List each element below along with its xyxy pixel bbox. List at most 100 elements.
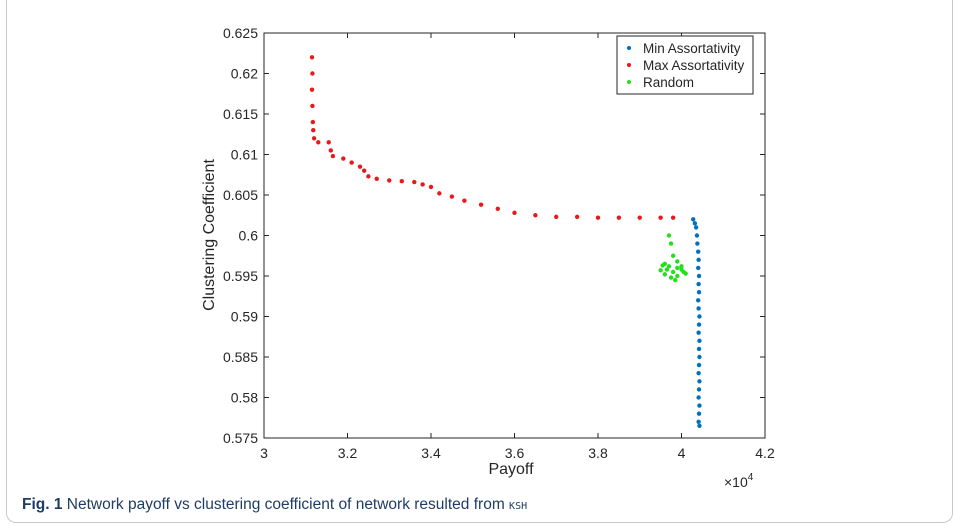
data-point — [693, 225, 699, 230]
data-point — [675, 273, 680, 279]
y-tick-label: 0.61 — [231, 147, 258, 163]
y-axis-ticks: 0.575 0.58 0.585 0.59 0.595 0.6 0.605 0.61 0.615… — [223, 25, 765, 446]
y-tick-label: 0.58 — [231, 390, 258, 406]
data-point — [574, 214, 580, 220]
data-point — [696, 330, 701, 335]
y-tick-label: 0.595 — [223, 268, 258, 284]
data-point — [673, 277, 678, 283]
data-point — [679, 264, 684, 269]
data-point — [495, 206, 500, 211]
data-point — [670, 253, 676, 258]
y-tick-label: 0.575 — [223, 430, 258, 446]
x-tick-label: 4.2 — [755, 445, 775, 461]
x-tick-label: 3.2 — [338, 445, 358, 461]
data-point — [462, 198, 467, 203]
data-point — [696, 411, 702, 416]
x-axis-ticks: 3 3.2 3.4 3.6 3.8 4 4.2 — [260, 33, 775, 461]
series-min-assortativity — [690, 217, 702, 429]
data-points — [309, 55, 702, 429]
legend-marker — [627, 63, 631, 67]
legend-label: Max Assortativity — [643, 58, 745, 73]
x-axis-label: Payoff — [488, 461, 534, 478]
data-point — [697, 379, 702, 384]
data-point — [658, 268, 663, 273]
data-point — [420, 182, 425, 187]
data-point — [696, 281, 701, 287]
data-point — [696, 322, 702, 327]
data-point — [533, 213, 538, 218]
data-point — [694, 233, 700, 238]
data-point — [696, 290, 702, 295]
y-tick-label: 0.585 — [223, 349, 258, 365]
data-point — [675, 265, 680, 271]
data-point — [311, 128, 316, 133]
x-tick-label: 3.8 — [588, 445, 608, 461]
data-point — [696, 387, 702, 392]
caption-text: Network payoff vs clustering coefficient… — [66, 496, 505, 513]
data-point — [616, 215, 622, 220]
caption-label: Fig. 1 — [22, 496, 63, 513]
data-point — [341, 156, 346, 161]
legend-marker — [627, 80, 631, 84]
data-point — [310, 71, 315, 76]
chart-svg: 3 3.2 3.4 3.6 3.8 4 4.2 0.575 0.58 0.585 0.59 0.59… — [201, 25, 775, 490]
x-tick-label: 3 — [260, 445, 268, 461]
legend-marker — [627, 46, 631, 50]
x-tick-label: 4 — [678, 445, 686, 461]
data-point — [330, 153, 336, 159]
data-point — [681, 269, 686, 275]
data-point — [696, 306, 701, 311]
data-point — [316, 140, 321, 145]
x-tick-label: 3.6 — [505, 445, 525, 461]
data-point — [668, 275, 674, 280]
data-point — [696, 395, 701, 400]
y-tick-label: 0.59 — [231, 309, 258, 325]
data-point — [697, 338, 702, 343]
data-point — [357, 164, 363, 169]
data-point — [310, 119, 316, 125]
data-point — [670, 269, 676, 275]
data-point — [697, 314, 702, 319]
data-point — [328, 148, 333, 153]
data-point — [362, 168, 367, 173]
series-max-assortativity — [309, 55, 676, 220]
data-point — [428, 184, 434, 190]
x-multiplier: ×104 — [724, 472, 754, 490]
data-point — [666, 264, 672, 269]
data-point — [696, 362, 702, 368]
data-point — [387, 178, 392, 183]
y-tick-label: 0.62 — [231, 66, 258, 82]
data-point — [692, 221, 698, 226]
x-tick-label: 3.4 — [421, 445, 441, 461]
data-point — [512, 210, 517, 216]
data-point — [670, 215, 676, 220]
data-point — [366, 174, 371, 179]
data-point — [399, 179, 404, 184]
data-point — [666, 233, 672, 238]
y-tick-label: 0.615 — [223, 106, 258, 122]
caption-code: KSH — [509, 501, 528, 512]
data-point — [696, 265, 701, 271]
data-point — [668, 241, 674, 246]
legend-box — [616, 35, 754, 95]
data-point — [697, 354, 702, 360]
data-point — [664, 267, 670, 272]
y-tick-label: 0.605 — [223, 187, 258, 203]
data-point — [437, 191, 442, 196]
data-point — [696, 249, 701, 254]
data-point — [374, 176, 379, 181]
data-point — [658, 215, 663, 220]
data-point — [690, 217, 696, 222]
data-point — [660, 263, 665, 268]
data-point — [695, 241, 700, 246]
y-tick-label: 0.6 — [239, 228, 259, 244]
data-point — [696, 419, 701, 424]
data-point — [662, 272, 667, 277]
data-point — [675, 259, 680, 264]
figure-frame — [6, 0, 953, 523]
data-point — [309, 55, 315, 60]
legend: Min Assortativity Max Assortativity Random — [616, 35, 754, 95]
legend-label: Min Assortativity — [643, 41, 741, 56]
data-point — [696, 298, 701, 303]
series-random — [658, 233, 688, 283]
